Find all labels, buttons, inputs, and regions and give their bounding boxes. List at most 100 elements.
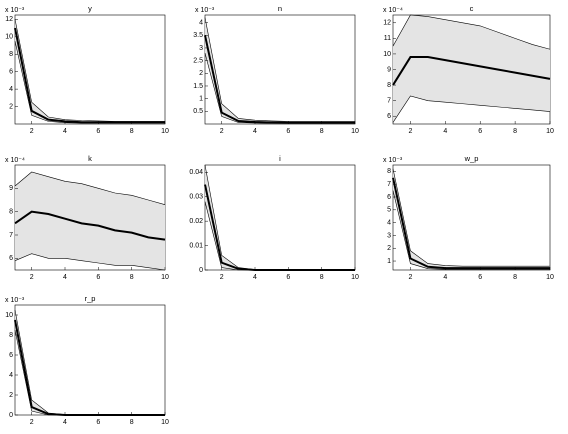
median-line	[14, 27, 165, 124]
plot-frame	[392, 164, 551, 271]
x-tick-label: 2	[30, 128, 34, 135]
y-tick-label: 5	[387, 207, 391, 214]
upper-bound-line	[392, 168, 550, 267]
confidence-band	[393, 15, 550, 123]
y-tick-label: 11	[384, 35, 391, 42]
upper-bound-line	[204, 17, 355, 122]
y-tick-label: 8	[9, 51, 13, 58]
plot-frame	[204, 14, 356, 125]
y-tick-label: 12	[5, 16, 13, 23]
x-tick-label: 2	[30, 274, 34, 281]
y-tick-label: 0.04	[189, 169, 203, 176]
x-tick-label: 6	[96, 128, 100, 135]
y-tick-label: 9	[387, 66, 391, 73]
y-tick-label: 6	[9, 255, 13, 262]
x-tick-label: 6	[286, 128, 290, 135]
x-tick-label: 4	[253, 274, 257, 281]
y-tick-label: 4	[9, 372, 13, 379]
y-tick-label: 0	[199, 267, 203, 274]
y-tick-label: 2	[9, 103, 13, 110]
y-tick-label: 0	[9, 412, 13, 419]
median-line	[204, 35, 355, 124]
y-tick-label: 1	[387, 258, 391, 265]
chart-title: w_p	[464, 154, 479, 163]
y-tick-label: 0.03	[189, 194, 203, 201]
x-tick-label: 6	[478, 128, 482, 135]
plot-frame	[204, 164, 356, 271]
y-tick-label: 3.5	[193, 32, 203, 39]
y-tick-label: 2	[387, 245, 391, 252]
median-line	[204, 184, 355, 271]
median-line	[14, 210, 166, 241]
x-tick-label: 6	[96, 274, 100, 281]
x-tick-label: 10	[351, 128, 359, 135]
chart-title: k	[88, 154, 92, 163]
x-tick-label: 4	[443, 128, 447, 135]
x-tick-label: 6	[96, 419, 100, 426]
plot-frame	[14, 14, 166, 125]
y-tick-label: 7	[9, 232, 13, 239]
y-tick-label: 2	[9, 392, 13, 399]
y-tick-label: 4	[9, 86, 13, 93]
chart-title: y	[88, 4, 92, 13]
x-tick-label: 6	[478, 274, 482, 281]
x-tick-label: 8	[320, 274, 324, 281]
y-tick-label: 3	[387, 232, 391, 239]
y-tick-label: 6	[9, 69, 13, 76]
y-tick-label: 10	[5, 34, 13, 41]
x-tick-label: 8	[320, 128, 324, 135]
y-tick-label: 2.5	[193, 57, 203, 64]
chart-title: c	[470, 4, 474, 13]
y-tick-label: 7	[387, 181, 391, 188]
x-tick-label: 8	[130, 128, 134, 135]
lower-bound-line	[392, 95, 551, 123]
x-tick-label: 4	[443, 274, 447, 281]
x-tick-label: 10	[546, 128, 554, 135]
y-tick-label: 10	[5, 312, 13, 319]
y-tick-label: 1	[199, 95, 203, 102]
chart-title: r_p	[85, 294, 96, 303]
upper-bound-line	[14, 171, 166, 205]
lower-bound-line	[14, 253, 166, 271]
y-tick-label: 8	[9, 332, 13, 339]
x-tick-label: 2	[30, 419, 34, 426]
y-multiplier: x 10⁻³	[195, 7, 215, 14]
confidence-band	[15, 172, 165, 270]
x-tick-label: 4	[63, 419, 67, 426]
y-tick-label: 0.5	[193, 108, 203, 115]
y-tick-label: 6	[9, 352, 13, 359]
y-multiplier: x 10⁻⁴	[383, 7, 403, 14]
x-tick-label: 10	[161, 128, 169, 135]
y-tick-label: 4	[199, 19, 203, 26]
y-tick-label: 8	[387, 82, 391, 89]
chart-title: n	[278, 4, 282, 13]
x-tick-label: 10	[161, 419, 169, 426]
x-tick-label: 8	[130, 419, 134, 426]
y-tick-label: 3	[199, 45, 203, 52]
y-tick-label: 2	[199, 70, 203, 77]
y-tick-label: 1.5	[193, 83, 203, 90]
x-tick-label: 4	[63, 274, 67, 281]
y-tick-label: 7	[387, 97, 391, 104]
y-tick-label: 4	[387, 219, 391, 226]
y-tick-label: 0.02	[189, 218, 203, 225]
x-tick-label: 6	[286, 274, 290, 281]
x-tick-label: 10	[351, 274, 359, 281]
y-tick-label: 6	[387, 194, 391, 201]
x-tick-label: 2	[408, 274, 412, 281]
x-tick-label: 4	[253, 128, 257, 135]
y-tick-label: 8	[9, 209, 13, 216]
x-tick-label: 2	[220, 274, 224, 281]
lower-bound-line	[392, 190, 550, 270]
y-multiplier: x 10⁻³	[5, 7, 25, 14]
y-tick-label: 12	[383, 20, 391, 27]
x-tick-label: 10	[161, 274, 169, 281]
x-tick-label: 2	[220, 128, 224, 135]
x-tick-label: 8	[513, 128, 517, 135]
x-tick-label: 8	[513, 274, 517, 281]
y-multiplier: x 10⁻³	[5, 297, 25, 304]
y-tick-label: 6	[387, 113, 391, 120]
x-tick-label: 10	[546, 274, 554, 281]
median-line	[392, 177, 550, 270]
